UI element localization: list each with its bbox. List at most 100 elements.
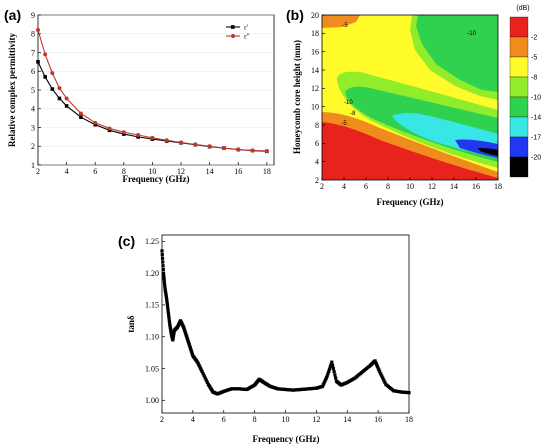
panel-c-point <box>167 318 171 322</box>
panel-a-point <box>179 140 184 145</box>
panel-c-point <box>160 253 164 257</box>
panel-c-point <box>166 305 170 309</box>
colorbar-swatch <box>509 36 529 58</box>
panel-a-point <box>50 87 55 91</box>
panel-a-x-tick-label: 6 <box>93 167 97 176</box>
panel-c-point <box>323 379 327 383</box>
panel-b-x-tick-label: 4 <box>342 182 346 191</box>
panel-c-x-tick-label: 16 <box>374 415 382 424</box>
panel-a-y-axis-title: Relative complex permittivity <box>7 33 17 147</box>
panel-a-y-tick-label: 9 <box>31 11 35 20</box>
panel-c-point <box>324 376 329 380</box>
panel-a-point <box>236 147 241 152</box>
colorbar-tick-label: -14 <box>531 115 541 122</box>
panel-b-y-tick-label: 18 <box>311 29 319 38</box>
colorbar-swatch <box>509 96 529 118</box>
panel-c-point <box>322 381 326 385</box>
panel-b-x-tick-label: 14 <box>450 182 458 191</box>
panel-b-x-tick-label: 2 <box>320 182 324 191</box>
panel-c-point <box>407 391 411 395</box>
panel-c-point <box>327 367 332 371</box>
panel-c-point <box>331 366 335 371</box>
panel-b-y-tick-label: 4 <box>315 157 319 166</box>
panel-a-y-tick-label: 2 <box>31 142 35 151</box>
panel-c-point <box>202 374 206 378</box>
colorbar-swatch <box>509 136 529 158</box>
panel-a-y-tick-label: 1 <box>31 161 35 170</box>
panel-a-y-tick-label: 7 <box>31 48 35 57</box>
contour-label: -8 <box>350 111 356 117</box>
panel-a-x-axis-title: Frequency (GHz) <box>122 174 189 184</box>
colorbar-tick-label: -5 <box>531 55 537 62</box>
legend-swatch-marker <box>231 34 235 38</box>
panel-c-point <box>161 267 165 272</box>
panel-c-point <box>330 363 335 367</box>
panel-b-y-axis-title: Honeycomb core height (mm) <box>292 40 302 154</box>
contour-label: -10 <box>467 31 476 37</box>
panel-a-x-tick-label: 8 <box>122 167 126 176</box>
colorbar-tick-label: -2 <box>531 35 537 42</box>
panel-b-contour-labels: -5-10-10-8-5 <box>341 23 476 127</box>
panel-b-y-tick-label: 14 <box>311 66 319 75</box>
panel-a-x-tick-label: 18 <box>263 167 271 176</box>
panel-a-y-tick-label: 8 <box>31 30 35 39</box>
panel-c-point <box>161 271 166 275</box>
panel-a-y-tick-label: 4 <box>31 105 35 114</box>
panel-a-point <box>64 104 69 108</box>
panel-a-y-tick-label: 5 <box>31 86 35 95</box>
panel-c-point <box>167 316 171 320</box>
panel-c-y-axis-title: tanδ <box>126 315 136 333</box>
panel-c-point <box>200 370 204 374</box>
panel-a-point <box>121 130 126 135</box>
panel-c-y-tick-label: 1.20 <box>145 269 159 278</box>
colorbar-title: (dB) <box>516 5 529 12</box>
panel-b-x-tick-label: 16 <box>472 182 480 191</box>
colorbar-tick-label: -8 <box>531 75 537 82</box>
colorbar-swatch <box>509 156 529 178</box>
panel-b: (b) 2 4 6 8 10 12 14 16 18 2 4 6 8 10 12 14 16 18 20 -5 -10… <box>286 5 541 207</box>
panel-b-x-tick-label: 12 <box>428 182 436 191</box>
legend-entry-label: ε'' <box>244 33 249 41</box>
panel-c-point <box>374 362 379 367</box>
panel-a-point <box>43 75 47 79</box>
panel-c-point <box>333 373 337 377</box>
panel-a-x-tick-label: 12 <box>177 167 185 176</box>
panel-c-point <box>373 359 377 363</box>
panel-c-point <box>165 296 169 301</box>
panel-c-point <box>203 376 207 380</box>
contour-region-green-top <box>416 15 498 92</box>
panel-a-point <box>264 148 269 153</box>
panel-c-point <box>167 320 172 324</box>
colorbar-tick-label: -10 <box>531 95 541 102</box>
colorbar-swatch <box>509 56 529 78</box>
panel-a-point <box>57 96 62 101</box>
panel-c-point <box>326 372 330 376</box>
panel-c-point <box>381 376 385 380</box>
panel-b-y-tick-label: 12 <box>311 84 319 93</box>
panel-c-x-tick-label: 12 <box>312 415 320 424</box>
panel-b-y-tick-label: 8 <box>315 121 319 130</box>
panel-c-y-tick-label: 1.10 <box>145 333 159 342</box>
panel-a-y-tick-label: 3 <box>31 123 35 132</box>
panel-c-point <box>379 372 383 376</box>
panel-b-y-tick-label: 10 <box>311 102 319 111</box>
panel-a-point <box>79 115 83 119</box>
contour-region-red-bottom <box>322 122 498 180</box>
panel-a-point <box>57 86 62 91</box>
panel-b-contour-fill <box>322 15 498 180</box>
panel-c-point <box>334 376 338 380</box>
panel-c-point <box>161 260 165 264</box>
panel-c-point <box>320 384 325 388</box>
panel-c-point <box>204 378 208 382</box>
panel-c-point <box>165 299 169 303</box>
panel-c-y-tick-label: 1.05 <box>145 364 159 373</box>
panel-a-point <box>107 126 112 131</box>
panel-c-point <box>165 301 169 305</box>
panel-a-point <box>150 135 155 140</box>
panel-c-point <box>332 370 336 374</box>
panel-b-label: (b) <box>286 7 304 23</box>
panel-b-colorbar: (dB) -2 -5 -8 -10 -14 -17 -20 <box>509 5 541 178</box>
panel-c-point <box>374 361 378 365</box>
